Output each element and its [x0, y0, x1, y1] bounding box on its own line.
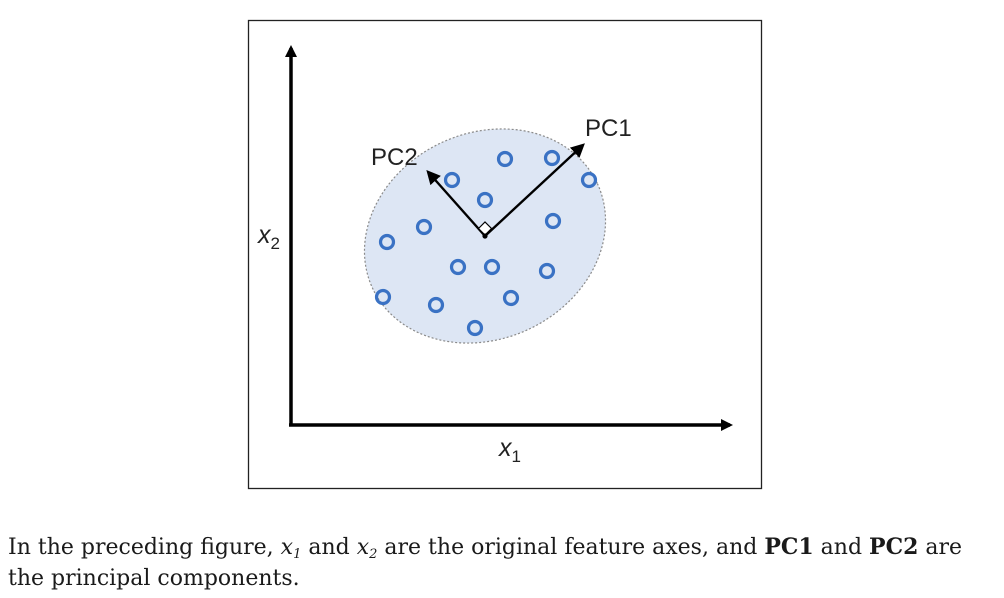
data-point — [538, 262, 556, 280]
data-point — [544, 212, 562, 230]
data-point — [378, 233, 396, 251]
data-point — [374, 288, 392, 306]
data-point — [466, 319, 484, 337]
pc1-arrow — [484, 143, 585, 237]
data-point — [415, 218, 433, 236]
pc2-arrow — [426, 170, 486, 237]
pca-diagram: x2 x1 PC1 PC2 — [247, 19, 763, 490]
data-point — [443, 171, 461, 189]
figure-caption: In the preceding figure, x1 and x2 are t… — [8, 534, 963, 591]
data-points — [374, 149, 598, 337]
data-point — [580, 171, 598, 189]
caption-x2: x2 — [356, 535, 378, 562]
x-axis-label: x1 — [498, 434, 521, 466]
right-angle-marker — [477, 221, 493, 236]
data-point — [543, 149, 561, 167]
data-point — [449, 258, 467, 276]
origin-dot — [482, 233, 488, 239]
y-axis-label: x2 — [257, 221, 280, 253]
caption-x1: x1 — [280, 535, 302, 562]
data-point — [483, 258, 501, 276]
pc1-label: PC1 — [585, 115, 632, 142]
caption-pc1: PC1 — [764, 534, 814, 560]
data-point — [476, 191, 494, 209]
data-point — [496, 150, 514, 168]
data-point — [427, 296, 445, 314]
pc2-label: PC2 — [371, 144, 418, 171]
caption-pc2: PC2 — [869, 534, 919, 560]
data-point — [502, 289, 520, 307]
